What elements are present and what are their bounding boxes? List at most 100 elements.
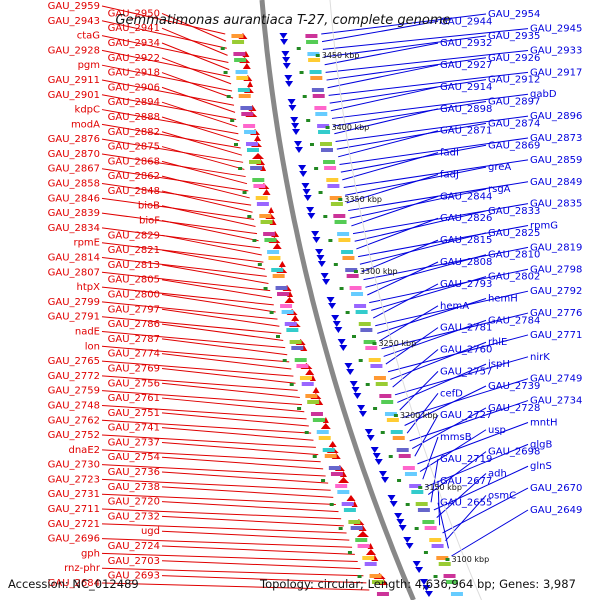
gene-label-left[interactable]: GAU_2814 (48, 253, 100, 264)
gene-label-right[interactable]: GAU_2728 (488, 403, 540, 414)
gene-label-left[interactable]: bioF (139, 216, 160, 227)
gene-label-left[interactable]: GAU_2950 (108, 8, 160, 19)
gene-label-left[interactable]: GAU_2736 (108, 467, 160, 478)
gene-label-left[interactable]: GAU_2724 (108, 541, 160, 552)
gene-label-left[interactable]: GAU_2846 (48, 193, 100, 204)
gene-label-right[interactable]: GAU_2897 (488, 97, 540, 108)
gene-label-left[interactable]: htpX (77, 282, 101, 293)
gene-label-right[interactable]: greA (488, 162, 511, 173)
gene-label-right[interactable]: gabD (530, 89, 557, 100)
gene-label-right[interactable]: GAU_2727 (440, 410, 492, 421)
gene-label-left[interactable]: GAU_2759 (48, 386, 100, 397)
gene-label-left[interactable]: GAU_2684 (48, 578, 100, 589)
gene-label-right[interactable]: GAU_2760 (440, 345, 492, 356)
gene-label-left[interactable]: GAU_2868 (108, 156, 160, 167)
gene-label-right[interactable]: GAU_2935 (488, 31, 540, 42)
gene-label-left[interactable]: GAU_2959 (48, 1, 100, 12)
gene-label-right[interactable]: nirK (530, 352, 550, 363)
gene-label-left[interactable]: GAU_2765 (48, 356, 100, 367)
gene-label-right[interactable]: cefD (440, 388, 463, 399)
gene-label-left[interactable]: GAU_2876 (48, 134, 100, 145)
gene-label-right[interactable]: GAU_2649 (530, 505, 582, 516)
gene-label-right[interactable]: hemA (440, 301, 469, 312)
gene-label-right[interactable]: GAU_2896 (530, 111, 582, 122)
gene-label-right[interactable]: GAU_2776 (530, 308, 582, 319)
gene-label-left[interactable]: GAU_2737 (108, 437, 160, 448)
gene-label-left[interactable]: GAU_2882 (108, 127, 160, 138)
gene-label-right[interactable]: GAU_2677 (440, 476, 492, 487)
gene-label-right[interactable]: GAU_2802 (488, 272, 540, 283)
gene-label-left[interactable]: GAU_2754 (108, 452, 160, 463)
gene-label-left[interactable]: GAU_2934 (108, 38, 160, 49)
gene-label-right[interactable]: usp (488, 425, 506, 436)
gene-label-left[interactable]: GAU_2696 (48, 534, 100, 545)
gene-label-right[interactable]: GAU_2933 (530, 45, 582, 56)
gene-label-left[interactable]: GAU_2943 (48, 16, 100, 27)
gene-label-left[interactable]: GAU_2786 (108, 319, 160, 330)
gene-label-left[interactable]: GAU_2901 (48, 90, 100, 101)
gene-label-left[interactable]: GAU_2799 (48, 297, 100, 308)
gene-label-right[interactable]: ispH (488, 359, 510, 370)
gene-label-right[interactable]: GAU_2954 (488, 9, 540, 20)
gene-label-left[interactable]: GAU_2748 (48, 400, 100, 411)
gene-label-right[interactable]: GAU_2815 (440, 235, 492, 246)
gene-label-right[interactable]: GAU_2859 (530, 155, 582, 166)
gene-label-left[interactable]: GAU_2756 (108, 378, 160, 389)
gene-label-right[interactable]: GAU_2781 (440, 323, 492, 334)
gene-label-left[interactable]: GAU_2741 (108, 423, 160, 434)
gene-label-right[interactable]: GAU_2784 (488, 315, 540, 326)
gene-label-right[interactable]: glnS (530, 461, 552, 472)
gene-label-right[interactable]: GAU_2808 (440, 257, 492, 268)
gene-label-left[interactable]: modA (71, 119, 100, 130)
gene-label-right[interactable]: GAU_2835 (530, 199, 582, 210)
gene-label-left[interactable]: GAU_2906 (108, 82, 160, 93)
gene-label-left[interactable]: ctaG (77, 31, 100, 42)
gene-label-left[interactable]: GAU_2751 (108, 408, 160, 419)
gene-label-right[interactable]: GAU_2749 (530, 374, 582, 385)
gene-label-right[interactable]: GAU_2873 (530, 133, 582, 144)
gene-label-left[interactable]: GAU_2829 (108, 230, 160, 241)
gene-label-left[interactable]: GAU_2875 (108, 142, 160, 153)
gene-label-right[interactable]: GAU_2698 (488, 447, 540, 458)
gene-label-right[interactable]: GAU_2734 (530, 396, 582, 407)
gene-label-right[interactable]: GAU_2944 (440, 16, 492, 27)
gene-label-right[interactable]: fadJ (440, 169, 459, 180)
gene-label-right[interactable]: GAU_2945 (530, 24, 582, 35)
gene-label-left[interactable]: kdpC (75, 105, 100, 116)
gene-label-left[interactable]: GAU_2862 (108, 171, 160, 182)
gene-label-right[interactable]: GAU_2826 (440, 213, 492, 224)
gene-label-right[interactable]: GAU_2869 (488, 140, 540, 151)
gene-label-left[interactable]: GAU_2769 (108, 363, 160, 374)
gene-label-left[interactable]: pgm (78, 60, 100, 71)
gene-label-right[interactable]: GAU_2917 (530, 67, 582, 78)
gene-label-left[interactable]: GAU_2858 (48, 179, 100, 190)
gene-label-right[interactable]: GAU_2874 (488, 118, 540, 129)
gene-label-right[interactable]: GAU_2912 (488, 75, 540, 86)
gene-label-left[interactable]: dnaE2 (69, 445, 101, 456)
gene-label-left[interactable]: GAU_2800 (108, 290, 160, 301)
gene-label-right[interactable]: hemH (488, 293, 518, 304)
gene-label-left[interactable]: gph (81, 548, 100, 559)
gene-label-right[interactable]: rhlE (488, 337, 507, 348)
gene-label-right[interactable]: GAU_2898 (440, 104, 492, 115)
gene-label-left[interactable]: GAU_2911 (48, 75, 100, 86)
gene-label-left[interactable]: GAU_2761 (108, 393, 160, 404)
gene-label-right[interactable]: GAU_2849 (530, 177, 582, 188)
gene-label-left[interactable]: GAU_2797 (108, 304, 160, 315)
gene-label-left[interactable]: nadE (75, 326, 100, 337)
gene-label-left[interactable]: GAU_2720 (108, 497, 160, 508)
gene-label-left[interactable]: GAU_2723 (48, 474, 100, 485)
gene-label-left[interactable]: GAU_2922 (108, 53, 160, 64)
gene-label-right[interactable]: GAU_2655 (440, 498, 492, 509)
gene-label-right[interactable]: GAU_2719 (440, 454, 492, 465)
gene-label-left[interactable]: ugd (141, 526, 160, 537)
gene-label-right[interactable]: rsgA (488, 184, 511, 195)
gene-label-right[interactable]: fadI (440, 148, 459, 159)
gene-label-left[interactable]: GAU_2928 (48, 45, 100, 56)
gene-label-left[interactable]: GAU_2805 (108, 275, 160, 286)
gene-label-right[interactable]: GAU_2757 (440, 366, 492, 377)
gene-label-right[interactable]: GAU_2810 (488, 250, 540, 261)
gene-label-left[interactable]: rnz-phr (64, 563, 101, 574)
gene-label-left[interactable]: GAU_2732 (108, 511, 160, 522)
gene-label-right[interactable]: GAU_2819 (530, 242, 582, 253)
